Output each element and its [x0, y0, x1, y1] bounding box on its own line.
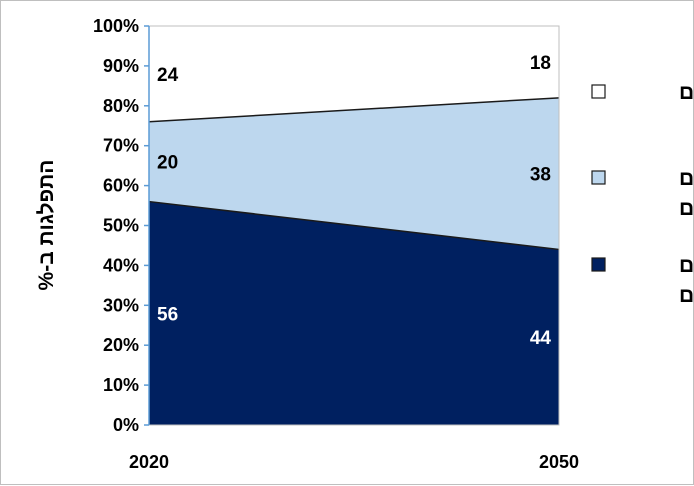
area-series-2 [149, 26, 559, 122]
y-tick-label: 90% [103, 56, 139, 76]
legend-swatch [591, 257, 606, 272]
area-series-0 [149, 201, 559, 425]
data-label: 38 [530, 165, 551, 186]
data-label: 56 [157, 304, 178, 325]
y-axis-label: התפלגות ב-% [35, 160, 58, 291]
legend-label: ערבים [679, 81, 694, 104]
y-tick-label: 80% [103, 96, 139, 116]
data-label: 24 [157, 65, 179, 86]
y-tick-label: 0% [113, 415, 139, 435]
axes-layer: 0%10%20%30%40%50%60%70%80%90%100%2020 205… [93, 16, 579, 472]
data-label: 18 [530, 53, 551, 74]
area-layer [148, 26, 560, 425]
y-tick-label: 50% [103, 216, 139, 236]
data-label: 20 [157, 153, 178, 174]
legend: ערבים יהודים חרדים יהודים אחרים [591, 81, 694, 307]
series-boundary-line-1 [148, 97, 560, 123]
legend-entry: ערבים [591, 81, 694, 104]
legend-entry: יהודים חרדים [591, 167, 694, 220]
x-tick-label: 2050 [539, 452, 579, 472]
data-label: 44 [530, 328, 552, 349]
area-series-1 [149, 97, 559, 250]
legend-label: חרדים [679, 197, 694, 220]
y-tick-label: 60% [103, 176, 139, 196]
x-tick-label: 2020 [129, 452, 169, 472]
y-tick-label: 20% [103, 335, 139, 355]
legend-entry: יהודים אחרים [591, 254, 694, 307]
y-tick-label: 40% [103, 255, 139, 275]
legend-label: אחרים [679, 284, 694, 307]
y-tick-label: 70% [103, 136, 139, 156]
legend-swatch [591, 84, 606, 99]
legend-label: יהודים [679, 167, 694, 190]
y-tick-label: 10% [103, 375, 139, 395]
y-tick-label: 30% [103, 295, 139, 315]
series-boundary-line-0 [148, 200, 560, 251]
legend-label: יהודים [679, 254, 694, 277]
y-tick-label: 100% [93, 16, 139, 36]
data-labels-layer: 56 44 20 38 24 18 [157, 53, 551, 349]
legend-swatch [591, 170, 606, 185]
